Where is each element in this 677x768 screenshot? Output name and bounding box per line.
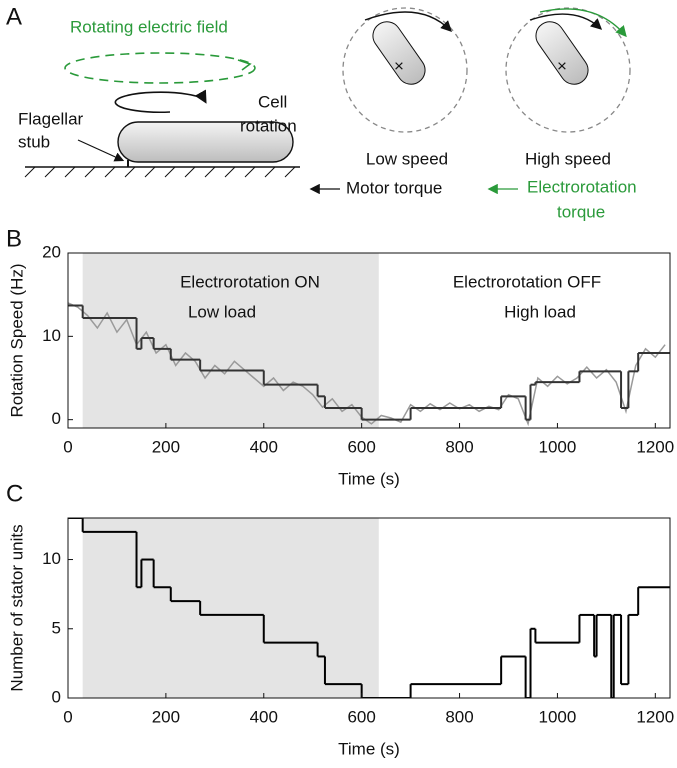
- cell-top: [535, 21, 589, 85]
- low-speed: Low speed: [366, 149, 448, 168]
- field-label: Rotating electric field: [70, 17, 228, 36]
- chart: B 0 200 400 600 800 1000 1200 0 10 20 Time (s) Rotat…: [6, 225, 674, 488]
- stub-label: stub: [18, 132, 50, 151]
- x-tick-label: 600: [347, 437, 375, 456]
- stub-arrow: [77, 139, 125, 162]
- panel-label: A: [6, 3, 22, 30]
- stub-label: Flagellar: [18, 109, 84, 128]
- x-axis-label: Time (s): [338, 739, 400, 758]
- field-ellipse: [64, 52, 256, 84]
- annotation: Electrorotation OFF: [453, 272, 601, 291]
- chart: C 0 200 400 600 800 1000 1200 0 5 10 Time (s) Number…: [6, 480, 674, 758]
- annotation: Electrorotation ON: [180, 272, 320, 291]
- plot-frame: [67, 252, 671, 429]
- motor-arrow: [529, 13, 603, 30]
- y-axis-label: Number of stator units: [7, 524, 26, 691]
- annotations: Electrorotation ON Low load Electrorotat…: [180, 272, 601, 321]
- axis-cross: ×: [394, 56, 404, 75]
- panel-label: B: [6, 225, 22, 252]
- cell: [117, 121, 294, 163]
- x-tick-label: 600: [347, 707, 375, 726]
- motor-arrow: [364, 11, 452, 32]
- speed-circle: [505, 7, 631, 133]
- x-tick-label: 800: [445, 707, 473, 726]
- x-tick-label: 400: [250, 707, 278, 726]
- plot-area: [68, 302, 670, 427]
- x-tick-label: 1000: [539, 707, 577, 726]
- plot-area: [68, 518, 670, 698]
- y-tick-label: 20: [42, 242, 61, 261]
- x-tick-label: 200: [152, 437, 180, 456]
- y-axis-label: Rotation Speed (Hz): [7, 263, 26, 417]
- plot-frame: [67, 517, 671, 699]
- x-tick-label: 400: [250, 437, 278, 456]
- motor-torque: Motor torque: [346, 178, 442, 197]
- electro-arrow: [539, 8, 627, 38]
- rotation-label: rotation: [240, 116, 297, 135]
- hatching: [24, 166, 296, 178]
- panel-a: A Rotating electric field Flagellar stub…: [6, 3, 637, 221]
- rotation-arrow: [114, 89, 207, 114]
- shaded-region: [82, 253, 379, 428]
- electro-torque: Electrorotation: [527, 177, 637, 196]
- axis-cross: ×: [557, 56, 567, 75]
- y-tick-label: 5: [52, 618, 61, 637]
- y-tick-label: 0: [52, 687, 61, 706]
- high-speed: High speed: [525, 149, 611, 168]
- field-arrow: [237, 59, 252, 71]
- x-axis-label: Time (s): [338, 469, 400, 488]
- x-tick-label: 1200: [636, 437, 674, 456]
- annotation: Low load: [188, 302, 256, 321]
- electro-torque: torque: [557, 202, 605, 221]
- x-tick-label: 0: [63, 437, 72, 456]
- shaded-region: [82, 518, 379, 698]
- y-tick-label: 10: [42, 549, 61, 568]
- rotation-label: Cell: [258, 92, 287, 111]
- y-tick-label: 0: [52, 409, 61, 428]
- x-tick-label: 1200: [636, 707, 674, 726]
- x-tick-label: 200: [152, 707, 180, 726]
- x-tick-label: 0: [63, 707, 72, 726]
- panel-label: C: [6, 480, 23, 507]
- x-tick-label: 1000: [539, 437, 577, 456]
- y-tick-label: 10: [42, 326, 61, 345]
- x-tick-label: 800: [445, 437, 473, 456]
- annotation: High load: [504, 302, 576, 321]
- speed-circle: [342, 7, 468, 133]
- cell-top: [372, 21, 426, 85]
